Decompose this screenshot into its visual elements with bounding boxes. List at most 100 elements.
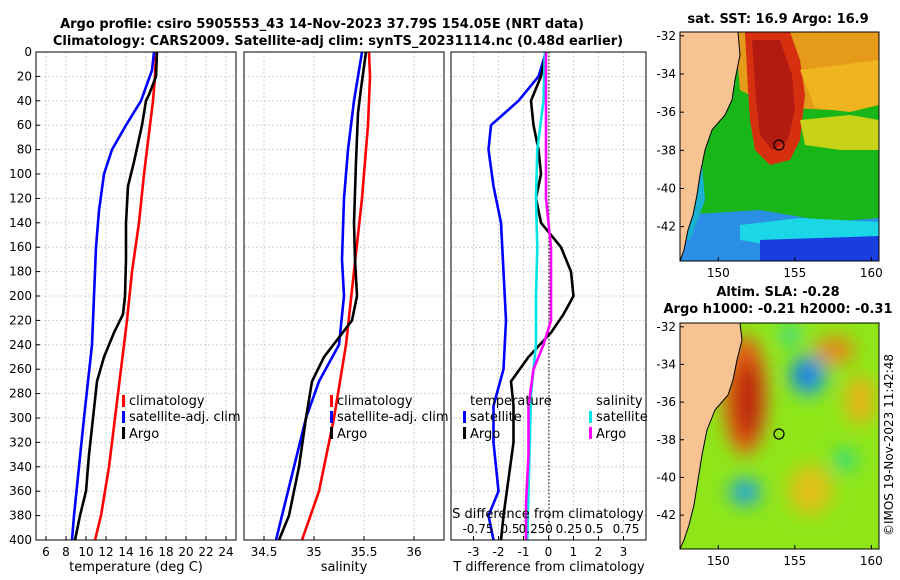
temperature-legend: climatology satellite-adj. clim Argo [122, 394, 241, 442]
sla-map-tick-labels: 150 155 160 -32 -34 -36 -38 -40 -42 [656, 320, 882, 568]
map-x-tick-label: 160 [860, 554, 883, 568]
map-y-tick-label: -32 [656, 320, 676, 334]
salinity-legend: climatology satellite-adj. clim Argo [330, 394, 449, 442]
x-tick-label: -3 [468, 545, 480, 559]
legend-title-temperature: temperature [470, 394, 552, 409]
map-y-tick-label: -38 [656, 143, 676, 157]
sst-yellow-patch [800, 115, 879, 150]
top-x-tick-label: 0.25 [519, 522, 546, 536]
x-tick-label: 1 [570, 545, 578, 559]
salinity-panel: 34.5 35 35.5 36 salinity climatology satell… [243, 51, 449, 575]
difference-grid [451, 52, 646, 540]
x-tick-label: 10 [78, 545, 93, 559]
top-x-tick-label: 0.5 [584, 522, 603, 536]
salinity-tick-labels: 34.5 35 35.5 36 [251, 545, 422, 559]
x-tick-label: -2 [493, 545, 505, 559]
map-x-tick-label: 155 [783, 554, 806, 568]
sst-orange-east [800, 60, 879, 112]
temperature-lines [70, 52, 159, 540]
x-tick-label: 22 [198, 545, 213, 559]
top-x-tick-label: 0.75 [613, 522, 640, 536]
map-y-tick-label: -36 [656, 105, 676, 119]
main-subtitle: Climatology: CARS2009. Satellite-adj cli… [53, 34, 623, 49]
map-x-tick-label: 150 [707, 554, 730, 568]
main-title: Argo profile: csiro 5905553_43 14-Nov-20… [60, 17, 584, 32]
x-tick-label: 35.5 [351, 545, 378, 559]
x-tick-label: 35 [306, 545, 321, 559]
legend-label-t-argo: Argo [470, 427, 500, 442]
y-tick-label: 160 [9, 240, 32, 254]
difference-panel: -3 -2 -1 0 1 2 3 T difference from climatology… [450, 51, 648, 575]
y-tick-label: 340 [9, 460, 32, 474]
y-tick-label: 360 [9, 484, 32, 498]
map-y-tick-label: -36 [656, 395, 676, 409]
x-tick-label: 3 [620, 545, 628, 559]
sla-map-subtitle: Argo h1000: -0.21 h2000: -0.31 [663, 302, 892, 317]
y-tick-label: 40 [17, 94, 32, 108]
series-line-argo [73, 52, 159, 540]
difference-top-xlabel: S difference from climatology [452, 507, 644, 522]
legend-swatch-s-argo [589, 427, 592, 439]
temperature-axes-box [35, 51, 237, 541]
y-tick-label: 300 [9, 411, 32, 425]
sla-map-title: Altim. SLA: -0.28 [716, 285, 839, 300]
y-tick-label: 400 [9, 533, 32, 547]
map-x-tick-label: 160 [860, 266, 883, 280]
legend-label-climatology: climatology [337, 394, 413, 409]
legend-label-climatology: climatology [129, 394, 205, 409]
x-tick-label: 34.5 [251, 545, 278, 559]
difference-xlabel: T difference from climatology [452, 560, 645, 575]
series-line-satellite-adj-clim [70, 52, 156, 540]
series-line-satellite-adj-clim [274, 52, 364, 540]
legend-label-t-satellite: satellite [470, 410, 522, 425]
sla-eddy-cold-south [730, 479, 760, 505]
sla-eddy-cold-north [780, 327, 800, 343]
legend-swatch-t-argo [463, 427, 466, 439]
x-tick-label: -1 [518, 545, 530, 559]
legend-label-satellite: satellite-adj. clim [129, 410, 241, 425]
y-tick-label: 320 [9, 435, 32, 449]
legend-swatch-argo [330, 427, 333, 439]
x-tick-label: 12 [98, 545, 113, 559]
y-tick-label: 60 [17, 118, 32, 132]
legend-swatch-s-satellite [589, 411, 592, 423]
sla-eddy-warm-core [736, 360, 760, 440]
series-line-s-argo [524, 52, 553, 540]
sst-land [680, 32, 741, 261]
sst-map-frame [679, 31, 880, 262]
legend-swatch-climatology [330, 395, 333, 407]
map-y-tick-label: -40 [656, 181, 676, 195]
x-tick-label: 16 [138, 545, 153, 559]
salinity-axes-box [243, 51, 445, 541]
series-line-climatology [93, 52, 158, 540]
map-y-tick-label: -34 [656, 67, 676, 81]
x-tick-label: 8 [62, 545, 70, 559]
legend-swatch-argo [122, 427, 125, 439]
legend-label-s-argo: Argo [596, 427, 626, 442]
difference-tick-labels: -3 -2 -1 0 1 2 3 [468, 545, 628, 559]
y-tick-label: 280 [9, 387, 32, 401]
legend-swatch-satellite [330, 411, 333, 423]
series-line-argo [277, 52, 368, 540]
sst-map-tick-labels: 150 155 160 -32 -34 -36 -38 -40 -42 [656, 29, 882, 280]
x-tick-label: 24 [218, 545, 233, 559]
series-line-t-argo [499, 52, 575, 540]
salinity-difference-tick-labels: -0.75 0.5 0.25 0 0.25 0.5 0.75 [462, 522, 639, 536]
map-y-tick-label: -42 [656, 508, 676, 522]
difference-legend: temperature salinity satellite Argo sate… [463, 394, 648, 442]
sst-map-title: sat. SST: 16.9 Argo: 16.9 [687, 12, 868, 27]
top-x-tick-label: 0.25 [556, 522, 583, 536]
sla-argo-marker [773, 428, 785, 440]
sst-deep-blue [760, 236, 879, 261]
legend-label-argo: Argo [129, 427, 159, 442]
legend-label-satellite: satellite-adj. clim [337, 410, 449, 425]
temperature-panel: 0 20 40 60 80 100 120 140 160 180 200 220 240 260 280 3… [9, 45, 241, 575]
legend-swatch-t-satellite [463, 411, 466, 423]
map-y-tick-label: -40 [656, 470, 676, 484]
map-x-tick-label: 155 [783, 266, 806, 280]
salinity-lines [274, 52, 372, 540]
y-tick-label: 20 [17, 69, 32, 83]
difference-axes-box [450, 51, 647, 541]
y-tick-label: 0 [24, 45, 32, 59]
